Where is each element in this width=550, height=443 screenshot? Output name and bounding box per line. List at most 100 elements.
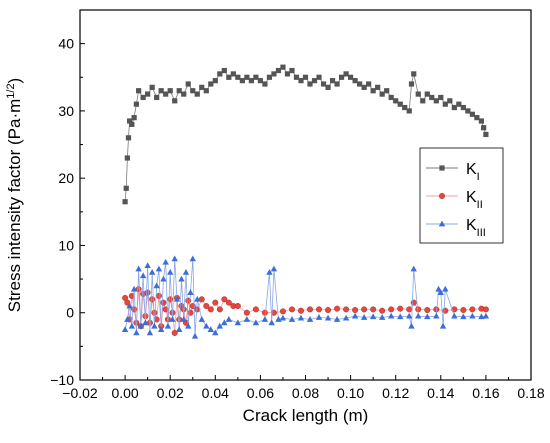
data-point (191, 332, 199, 339)
data-point (221, 67, 227, 74)
data-point (388, 94, 394, 101)
data-point (225, 316, 233, 322)
data-point (406, 306, 413, 313)
data-point (360, 314, 368, 320)
data-point (160, 275, 167, 282)
data-point (433, 98, 439, 104)
data-point (439, 165, 445, 171)
x-tick-label: 0.14 (427, 385, 454, 401)
data-point (171, 329, 178, 336)
data-point (316, 306, 323, 313)
data-point (288, 316, 296, 322)
data-point (439, 192, 446, 199)
y-tick-label: 10 (58, 237, 74, 253)
data-point (153, 282, 160, 289)
x-tick-label: 0.02 (157, 385, 184, 401)
data-point (439, 322, 447, 329)
data-point (180, 316, 187, 322)
data-point (140, 94, 146, 101)
data-point (207, 326, 214, 332)
data-point (226, 74, 232, 80)
data-point (189, 255, 196, 262)
data-point (481, 125, 487, 131)
data-point (415, 91, 421, 97)
data-point (252, 306, 259, 313)
data-point (124, 155, 130, 161)
data-point (212, 299, 219, 306)
data-point (207, 306, 214, 313)
data-point (253, 74, 259, 80)
data-point (320, 81, 327, 87)
data-point (203, 88, 209, 94)
data-point (369, 313, 377, 320)
data-point (288, 306, 295, 313)
data-point (266, 268, 273, 275)
data-point (478, 313, 485, 320)
data-point (415, 312, 422, 319)
data-point (126, 302, 133, 309)
data-point (154, 94, 160, 101)
data-point (199, 84, 205, 90)
data-point (151, 309, 158, 316)
data-point (187, 309, 194, 316)
data-point (410, 265, 417, 272)
data-point (173, 295, 181, 302)
y-axis-label-main: Stress intensity factor (Pa·m (5, 99, 24, 313)
x-tick-label: 0.08 (292, 385, 319, 401)
data-point (221, 296, 228, 303)
data-point (302, 74, 309, 80)
data-point (483, 131, 489, 138)
data-point (397, 305, 404, 312)
data-point (342, 314, 350, 321)
data-point (133, 329, 140, 336)
data-point (424, 313, 431, 320)
data-point (420, 98, 426, 104)
data-point (244, 74, 250, 80)
data-point (127, 118, 133, 124)
x-tick-label: 0.18 (517, 385, 544, 401)
data-point (144, 262, 151, 269)
data-point (333, 316, 341, 322)
data-point (130, 285, 138, 292)
data-point (478, 118, 484, 124)
data-point (155, 292, 162, 299)
data-point (271, 71, 277, 77)
data-point (351, 312, 359, 319)
data-point (297, 307, 304, 314)
legend-label-main: K (466, 189, 477, 206)
data-point (307, 81, 313, 87)
data-point (194, 91, 200, 97)
data-point (172, 98, 178, 104)
data-point (146, 329, 154, 336)
data-point (149, 84, 155, 90)
data-point (145, 91, 151, 97)
x-tick-label: 0.06 (247, 385, 274, 401)
data-point (158, 88, 164, 94)
legend-label: KI (466, 161, 480, 183)
x-tick-label: 0.12 (382, 385, 409, 401)
data-point (460, 313, 467, 320)
data-point (451, 312, 458, 319)
data-point (243, 309, 250, 316)
data-point (167, 296, 174, 303)
data-point (379, 307, 386, 314)
data-point (289, 67, 295, 74)
x-axis-label: Crack length (m) (243, 406, 369, 425)
data-point (252, 319, 260, 326)
data-point (438, 220, 446, 227)
data-point (248, 78, 254, 84)
data-point (151, 322, 158, 329)
data-point (234, 303, 241, 310)
data-point (171, 255, 178, 262)
data-point (442, 307, 449, 314)
data-point (221, 319, 228, 326)
data-point (348, 74, 354, 80)
data-point (123, 185, 129, 191)
data-point (334, 305, 341, 312)
series-triangle (121, 255, 490, 339)
data-point (451, 104, 457, 111)
data-point (352, 307, 359, 314)
y-tick-label: 0 (66, 305, 74, 321)
legend-label-sub: III (477, 227, 486, 239)
